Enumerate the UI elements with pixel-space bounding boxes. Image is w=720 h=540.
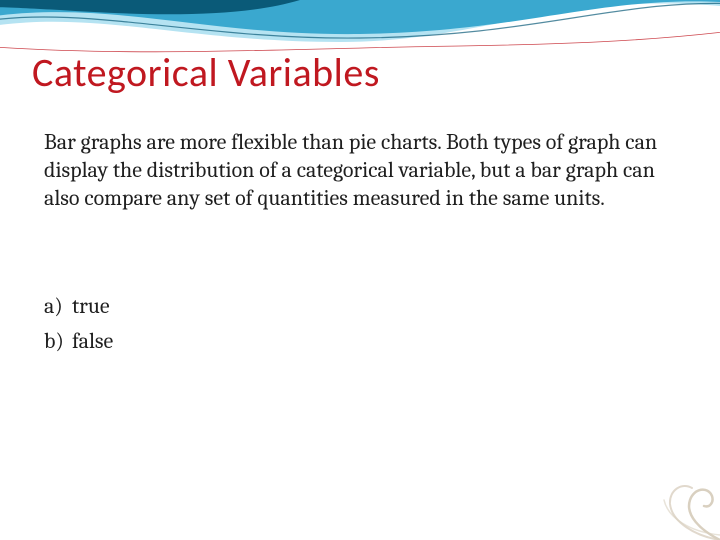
slide-body-text: Bar graphs are more flexible than pie ch… (44, 128, 676, 212)
slide-container: Categorical Variables Bar graphs are mor… (0, 0, 720, 540)
option-text: true (72, 293, 110, 319)
option-label: a) (44, 290, 72, 323)
corner-swirl-icon (600, 460, 720, 540)
slide-title: Categorical Variables (32, 48, 380, 97)
option-b: b)false (44, 325, 113, 358)
answer-options: a)true b)false (44, 290, 113, 360)
option-label: b) (44, 325, 72, 358)
option-text: false (72, 328, 113, 354)
option-a: a)true (44, 290, 113, 323)
